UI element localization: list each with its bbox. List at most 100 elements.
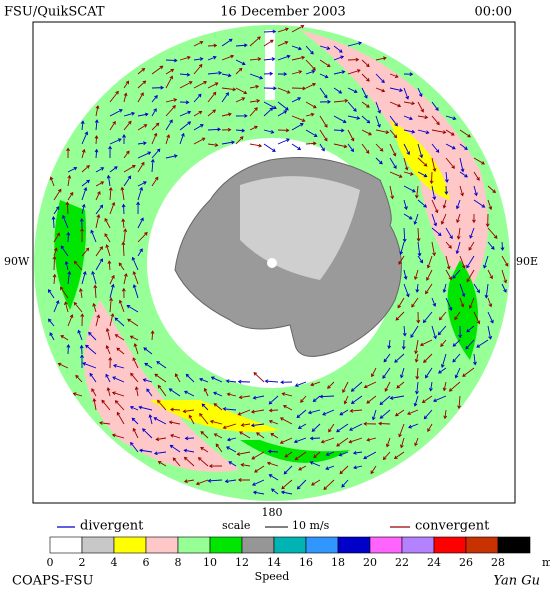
wind-arrow [280,380,293,385]
wind-arrow [417,101,424,113]
colorbar-title: Speed [255,570,290,583]
wind-arrow [81,165,90,173]
wind-arrow [414,353,419,363]
wind-arrow [153,417,167,425]
wind-arrow [195,479,209,486]
wind-arrow [67,191,74,201]
wind-arrow [413,395,419,407]
wind-arrow [370,465,377,475]
wind-arrow [277,110,288,117]
wind-arrow [75,374,83,383]
wind-arrow [95,314,101,327]
wind-arrow [123,164,136,173]
colorbar-swatch [273,536,307,554]
wind-arrow [305,129,318,137]
wind-arrow [137,217,144,229]
wind-arrow [53,232,60,243]
wind-arrow [336,437,349,447]
wind-arrow [154,373,167,383]
wind-arrow [263,39,274,47]
wind-arrow [375,101,382,114]
wind-arrow [291,45,302,51]
wind-arrow [456,227,461,240]
wind-arrow [361,87,368,99]
colorbar-swatch [401,536,435,554]
wind-arrow [403,185,416,193]
wind-arrow [67,270,72,285]
colorbar-swatch [465,536,499,554]
wind-arrow [347,143,355,153]
wind-arrow [65,201,70,215]
wind-arrow [363,451,377,460]
wind-arrow [221,73,232,78]
wind-arrow [305,101,317,109]
wind-arrow [235,97,246,103]
wind-arrow [279,437,293,444]
wind-arrow [431,297,437,307]
wind-arrow [307,409,321,415]
wind-arrow [361,129,372,136]
footer-left: COAPS-FSU [12,574,93,589]
colorbar-tick-label: 12 [235,556,249,569]
colorbar-swatch [497,536,531,554]
wind-arrow [425,283,433,295]
wind-arrow [235,43,248,48]
wind-arrow [319,129,328,142]
wind-arrow [431,101,439,112]
wind-arrow [165,154,178,159]
wind-arrow [199,412,209,425]
wind-arrow [114,317,125,327]
wind-arrow [207,127,222,132]
wind-arrow [501,255,509,267]
wind-arrow [468,297,475,309]
wind-arrow [129,405,139,411]
wind-arrow [207,143,219,147]
wind-arrow [279,417,293,425]
wind-arrow [48,318,55,327]
wind-arrow [387,339,392,350]
wind-arrow [237,409,251,416]
wind-arrow [144,362,153,369]
wind-arrow [249,73,264,80]
wind-arrow [193,137,206,145]
wind-arrow [473,157,485,165]
wind-arrow [487,227,498,239]
wind-arrow [459,283,466,298]
wind-arrow [313,451,321,459]
wind-arrow [51,216,56,229]
wind-arrow [108,145,113,159]
wind-arrow [414,269,419,281]
wind-arrow [207,91,217,103]
wind-arrow [249,84,260,89]
wind-arrow [213,433,223,439]
wind-arrow [131,256,139,271]
wind-arrow [466,255,475,269]
wind-arrow [363,421,377,426]
wind-arrow [237,379,251,384]
speed-region [240,440,350,463]
wind-arrow [208,464,223,468]
wind-arrow [203,387,209,397]
colorbar-tick-label: 2 [79,556,86,569]
wind-arrow [375,56,387,61]
wind-arrow [445,129,455,136]
wind-arrow [431,157,437,172]
label-90e: 90E [516,255,538,268]
legend-divergent: divergent [80,519,144,534]
wind-arrow [123,150,130,159]
wind-arrow [81,203,86,215]
wind-arrow [437,325,447,336]
wind-arrow [305,59,316,71]
wind-arrow [319,73,329,79]
wind-arrow [426,269,433,281]
wind-arrow [417,129,430,135]
wind-arrow [137,124,148,131]
wind-arrow [319,143,325,152]
wind-arrow [389,185,395,200]
colorbar-swatch [433,536,467,554]
wind-arrow [277,72,288,77]
wind-arrow [501,283,507,293]
colorbar-tick-label: 0 [47,556,54,569]
wind-arrow [445,255,451,270]
wind-arrow [207,43,218,48]
